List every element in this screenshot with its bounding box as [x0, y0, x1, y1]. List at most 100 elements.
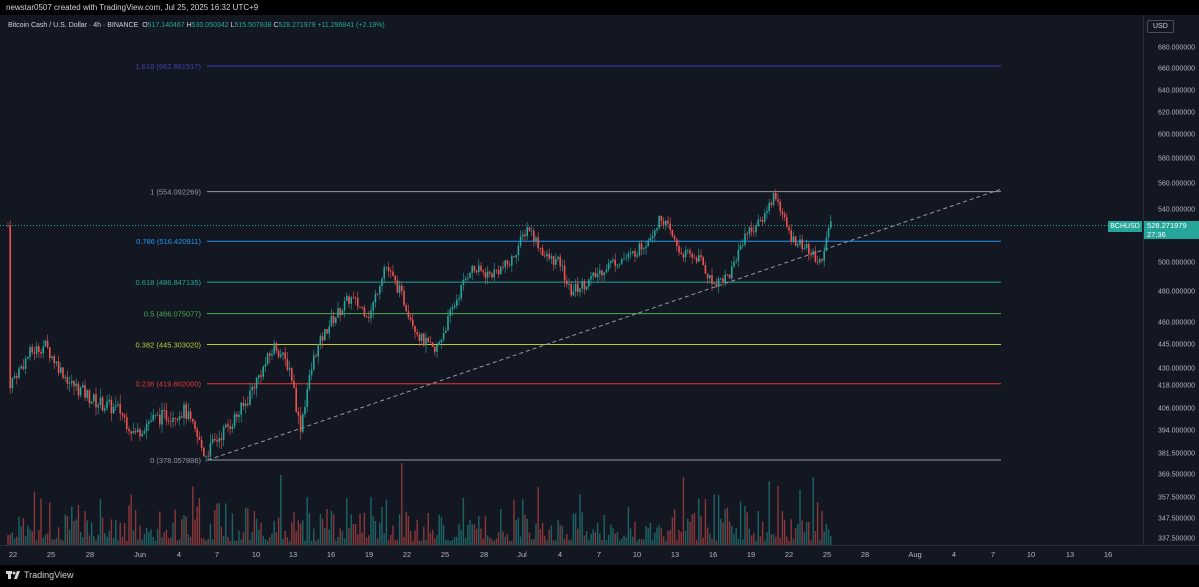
volume-bar [462, 497, 465, 545]
volume-bar [706, 527, 709, 545]
volume-bar [803, 532, 806, 545]
candle-body [467, 277, 469, 279]
volume-bar [381, 506, 383, 545]
volume-bar [473, 524, 476, 545]
candle-body [484, 272, 487, 278]
volume-bar [315, 540, 317, 545]
chart-pane[interactable]: Bitcoin Cash / U.S. Dollar · 4h · BINANC… [0, 15, 1143, 545]
candle-body [33, 352, 36, 354]
candle-body [414, 325, 416, 333]
volume-bar [750, 535, 753, 545]
candle-body [649, 238, 652, 241]
volume-bar [392, 525, 394, 545]
candle-body [108, 399, 110, 402]
candle-body [365, 316, 368, 318]
volume-bar [753, 532, 755, 545]
candle-body [713, 283, 715, 285]
price-tick-label: 347.500000 [1158, 515, 1195, 523]
volume-bar [196, 506, 198, 545]
candle-body [601, 270, 603, 276]
candle-body [731, 266, 733, 279]
volume-bar [66, 516, 69, 545]
candle-body [211, 439, 214, 443]
candle-body [225, 424, 227, 428]
candle-body [137, 429, 139, 433]
candle-body [693, 257, 696, 259]
candle-body [541, 248, 544, 256]
volume-bar [251, 531, 253, 545]
volume-bar [737, 538, 740, 545]
candle-body [654, 230, 656, 236]
volume-bar [676, 540, 678, 545]
volume-bar [429, 532, 432, 545]
price-tick-label: 580.000000 [1158, 155, 1195, 163]
volume-bar [755, 540, 757, 545]
candle-body [299, 415, 302, 432]
candle-body [676, 239, 678, 246]
volume-bar [643, 539, 645, 545]
symbol-price-badge: BCHUSD [1108, 220, 1142, 232]
volume-bar [218, 503, 220, 545]
candle-body [165, 410, 168, 421]
candle-body [442, 332, 445, 340]
candle-body [513, 256, 515, 258]
volume-bar [242, 532, 245, 545]
volume-bar [407, 515, 410, 545]
volume-bar [172, 522, 174, 545]
candle-body [284, 352, 286, 360]
volume-bar [577, 528, 579, 545]
candle-body [814, 251, 817, 262]
candle-body [277, 350, 280, 357]
candle-body [535, 237, 537, 242]
open-value: 517.140467 [147, 22, 185, 29]
candle-body [759, 219, 762, 221]
volume-bar [519, 536, 522, 545]
candle-body [24, 358, 27, 369]
candlestick-chart[interactable]: 1.618 (662.881517) 1 (554.092269) 0.786 (5… [0, 15, 1143, 545]
currency-button[interactable]: USD [1147, 20, 1174, 33]
candle-body [396, 280, 399, 293]
time-scale[interactable]: 22 25 28 Jun 4 7 10 13 16 19 22 25 28 Jul 4 7 10 13 16 19 22… [0, 545, 1199, 565]
price-tick-label: 680.000000 [1158, 44, 1195, 52]
tradingview-logo[interactable]: TradingView [6, 570, 74, 580]
volume-bar [341, 530, 344, 545]
candle-body [176, 418, 179, 420]
candle-body [286, 359, 289, 370]
volume-bar [194, 519, 196, 545]
time-tick-label: 4 [176, 550, 182, 559]
candle-body [799, 239, 801, 245]
volume-bar [273, 520, 275, 545]
volume-bar [731, 525, 733, 545]
candle-body [801, 239, 803, 249]
volume-bar [814, 530, 817, 545]
candle-body [656, 228, 658, 231]
candle-body [588, 279, 590, 287]
candle-body [35, 346, 38, 354]
high-label: H [186, 22, 192, 29]
author-line: newstar0507 created with TradingView.com… [6, 3, 259, 12]
candle-body [49, 347, 51, 359]
price-tick-label: 406.000000 [1158, 405, 1195, 413]
candle-body [689, 250, 691, 254]
volume-bar [306, 497, 308, 545]
candle-body [326, 329, 328, 334]
candle-body [130, 431, 132, 434]
candle-body [97, 404, 99, 408]
price-scale[interactable]: USD 680.000000 660.000000 640.000000 620.00… [1143, 15, 1199, 545]
volume-bar [680, 531, 682, 545]
volume-bar [29, 529, 31, 545]
volume-bar [18, 516, 20, 545]
volume-bar [183, 515, 185, 545]
candle-body [119, 404, 121, 414]
volume-bar [539, 528, 542, 545]
time-tick-label: 13 [1065, 550, 1075, 559]
volume-bar [7, 535, 9, 545]
price-tick-label: 480.000000 [1158, 288, 1195, 296]
candle-body [491, 273, 493, 278]
volume-bar [640, 539, 643, 545]
candle-body [610, 260, 612, 263]
volume-bar [528, 532, 531, 545]
volume-bar [691, 514, 693, 545]
volume-bar [16, 536, 18, 545]
volume-bar [253, 510, 256, 545]
